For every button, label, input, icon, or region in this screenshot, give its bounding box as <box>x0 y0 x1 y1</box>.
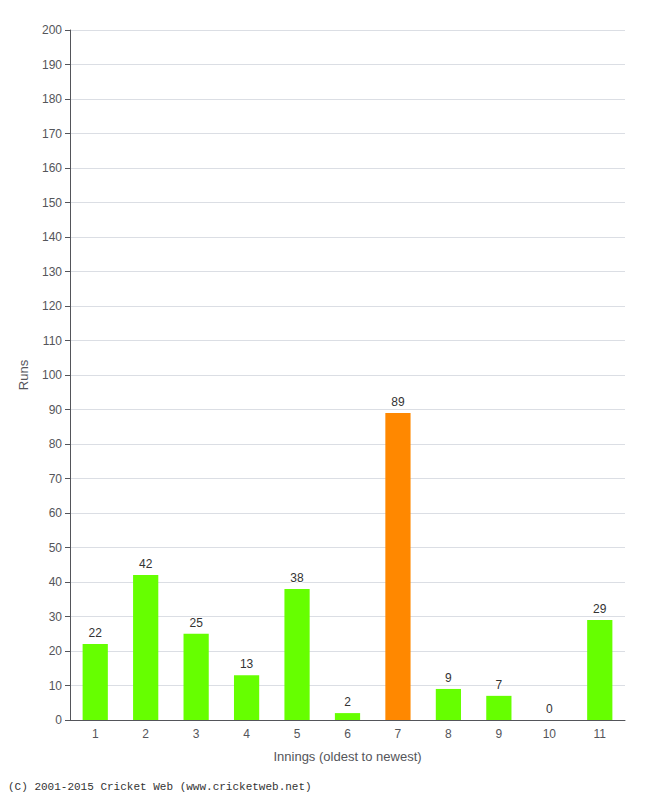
svg-text:22: 22 <box>89 626 103 640</box>
svg-text:0: 0 <box>55 713 62 727</box>
svg-text:200: 200 <box>42 23 62 37</box>
svg-text:29: 29 <box>593 602 607 616</box>
svg-text:80: 80 <box>49 437 63 451</box>
svg-text:170: 170 <box>42 127 62 141</box>
svg-text:9: 9 <box>445 671 452 685</box>
svg-text:13: 13 <box>240 657 254 671</box>
svg-text:0: 0 <box>546 702 553 716</box>
svg-text:160: 160 <box>42 161 62 175</box>
svg-text:110: 110 <box>43 334 62 348</box>
svg-text:Runs: Runs <box>16 359 31 390</box>
svg-text:5: 5 <box>294 727 301 741</box>
svg-text:11: 11 <box>594 727 607 741</box>
svg-text:130: 130 <box>42 265 62 279</box>
svg-text:10: 10 <box>543 727 557 741</box>
svg-text:6: 6 <box>344 727 351 741</box>
svg-text:10: 10 <box>49 679 63 693</box>
svg-text:120: 120 <box>42 299 62 313</box>
svg-text:140: 140 <box>42 230 62 244</box>
svg-text:38: 38 <box>290 571 304 585</box>
svg-text:Innings (oldest to newest): Innings (oldest to newest) <box>273 749 421 764</box>
svg-text:4: 4 <box>243 727 250 741</box>
svg-text:190: 190 <box>42 58 62 72</box>
svg-text:70: 70 <box>49 472 63 486</box>
svg-text:20: 20 <box>49 644 63 658</box>
svg-text:42: 42 <box>139 557 153 571</box>
svg-text:2: 2 <box>344 695 351 709</box>
svg-text:89: 89 <box>391 395 405 409</box>
svg-text:8: 8 <box>445 727 452 741</box>
svg-text:90: 90 <box>49 403 63 417</box>
svg-text:1: 1 <box>92 727 99 741</box>
svg-text:60: 60 <box>49 506 63 520</box>
svg-text:40: 40 <box>49 575 63 589</box>
svg-text:7: 7 <box>496 678 503 692</box>
svg-text:50: 50 <box>49 541 63 555</box>
svg-text:7: 7 <box>395 727 402 741</box>
svg-text:180: 180 <box>42 92 62 106</box>
svg-text:100: 100 <box>42 368 62 382</box>
svg-text:150: 150 <box>42 196 62 210</box>
svg-text:9: 9 <box>496 727 503 741</box>
svg-text:30: 30 <box>49 610 63 624</box>
svg-text:25: 25 <box>189 616 203 630</box>
svg-text:(C) 2001-2015 Cricket Web (www: (C) 2001-2015 Cricket Web (www.cricketwe… <box>8 781 312 793</box>
svg-text:3: 3 <box>193 727 200 741</box>
svg-text:2: 2 <box>142 727 149 741</box>
